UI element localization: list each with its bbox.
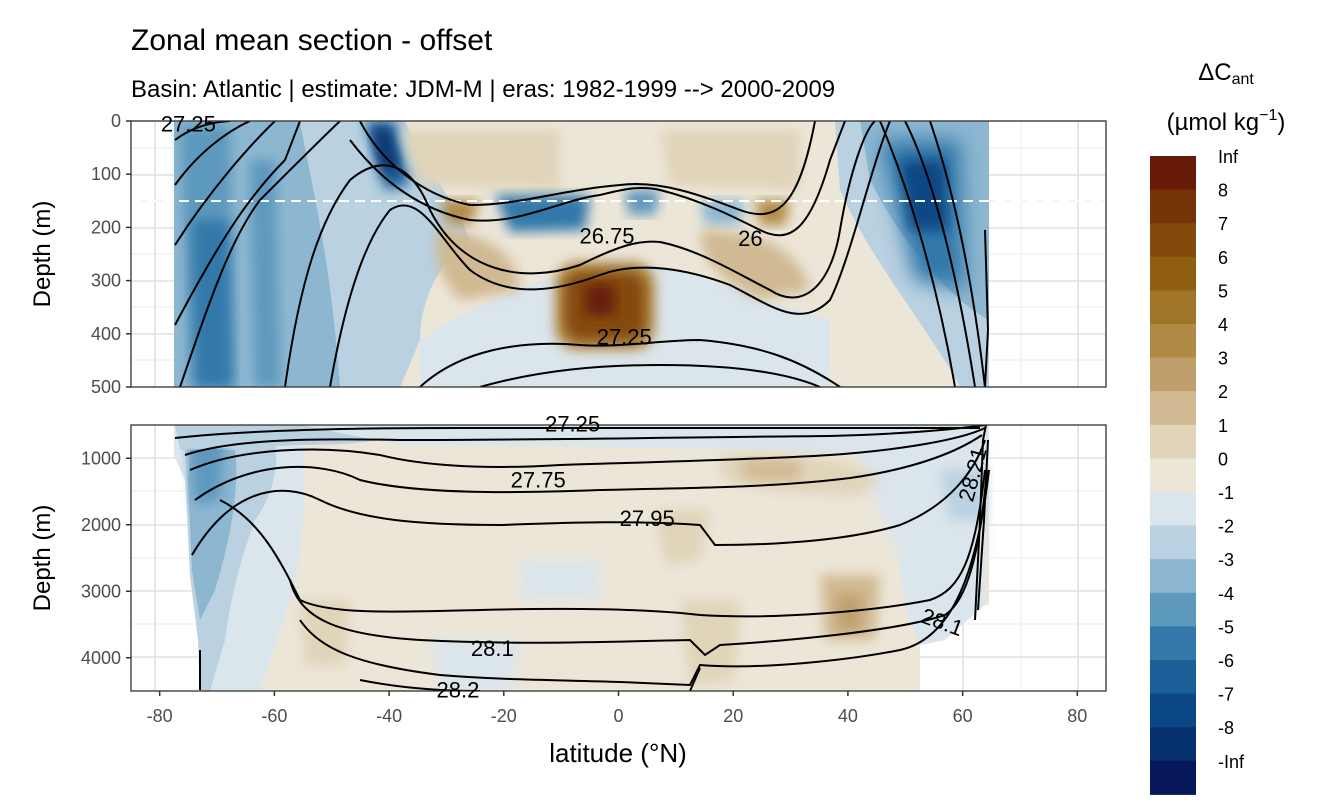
legend-label-8: 1	[1218, 416, 1228, 436]
legend-key-7	[1150, 391, 1196, 426]
legend-label-0: Inf	[1218, 147, 1239, 167]
chart-title: Zonal mean section - offset	[131, 24, 493, 57]
legend-label-2: 7	[1218, 214, 1228, 234]
legend-key-18	[1150, 760, 1196, 795]
legend-key-3	[1150, 256, 1196, 291]
colorbar-legend: ΔCant (µmol kg−1) Inf 8 7 6 5 4 3 2 1 0 -1 -2 -3 -4 -5…	[1150, 59, 1285, 795]
contour-label-lower-0: 27.25	[545, 412, 600, 437]
contour-label-upper-2: 26	[738, 226, 762, 251]
legend-key-10	[1150, 492, 1196, 527]
chart-subtitle: Basin: Atlantic | estimate: JDM-M | eras…	[131, 76, 836, 103]
legend-label-13: -4	[1218, 584, 1234, 604]
y-tick-label-upper-1: 100	[91, 164, 121, 184]
legend-key-17	[1150, 727, 1196, 762]
x-tick-label-2: -40	[376, 706, 402, 726]
lower-panel	[130, 424, 1107, 692]
legend-key-6	[1150, 357, 1196, 392]
contour-label-upper-0: 27.25	[161, 112, 216, 137]
contour-label-lower-3: 28.1	[471, 636, 514, 661]
legend-label-15: -6	[1218, 651, 1234, 671]
legend-key-4	[1150, 290, 1196, 325]
legend-label-14: -5	[1218, 617, 1234, 637]
legend-label-5: 4	[1218, 315, 1228, 335]
legend-key-0	[1150, 156, 1196, 191]
y-tick-label-upper-5: 500	[91, 377, 121, 397]
legend-key-16	[1150, 693, 1196, 728]
x-tick-label-4: 0	[613, 706, 623, 726]
y-tick-label-upper-3: 300	[91, 271, 121, 291]
legend-key-15	[1150, 660, 1196, 695]
contour-label-upper-1: 26.75	[579, 223, 634, 248]
contour-label-lower-1: 27.75	[511, 468, 566, 493]
x-tick-label-1: -60	[261, 706, 287, 726]
y-tick-label-upper-4: 400	[91, 324, 121, 344]
legend-key-12	[1150, 559, 1196, 594]
contour-labels: 27.25 26.75 26 27.25 27.25 27.75 27.95 28.1 28.2…	[161, 112, 992, 703]
x-tick-label-6: 40	[838, 706, 858, 726]
legend-key-5	[1150, 324, 1196, 359]
x-tick-label-3: -20	[491, 706, 517, 726]
x-axis-title: latitude (°N)	[549, 738, 687, 768]
legend-key-2	[1150, 223, 1196, 258]
legend-label-16: -7	[1218, 685, 1234, 705]
y-tick-label-upper-0: 0	[111, 111, 121, 131]
legend-title: ΔCant	[1198, 59, 1254, 88]
legend-key-9	[1150, 458, 1196, 493]
legend-key-11	[1150, 525, 1196, 560]
legend-label-10: -1	[1218, 483, 1234, 503]
y-axis-title-lower: Depth (m)	[29, 505, 56, 612]
legend-label-6: 3	[1218, 349, 1228, 369]
legend-label-11: -2	[1218, 517, 1234, 537]
contour-label-lower-4: 28.2	[436, 678, 479, 703]
x-tick-label-0: -80	[147, 706, 173, 726]
legend-label-7: 2	[1218, 382, 1228, 402]
x-tick-label-7: 60	[953, 706, 973, 726]
legend-key-14	[1150, 626, 1196, 661]
upper-field	[131, 121, 1106, 387]
upper-isopycnals	[174, 121, 990, 387]
y-tick-label-upper-2: 200	[91, 217, 121, 237]
y-tick-label-lower-0: 1000	[81, 448, 121, 468]
lower-field	[174, 425, 990, 691]
legend-label-18: -Inf	[1218, 752, 1245, 772]
contour-label-upper-3: 27.25	[597, 324, 652, 349]
x-tick-label-8: 80	[1067, 706, 1087, 726]
legend-key-1	[1150, 189, 1196, 224]
legend-label-4: 5	[1218, 281, 1228, 301]
legend-label-3: 6	[1218, 248, 1228, 268]
y-tick-label-lower-3: 4000	[81, 648, 121, 668]
legend-units: (µmol kg−1)	[1167, 107, 1286, 136]
lower-isopycnals	[174, 425, 990, 691]
y-tick-label-lower-1: 2000	[81, 515, 121, 535]
y-tick-label-lower-2: 3000	[81, 581, 121, 601]
legend-label-9: 0	[1218, 449, 1228, 469]
contour-label-lower-2: 27.95	[620, 506, 675, 531]
legend-label-1: 8	[1218, 181, 1228, 201]
y-axis-title-upper: Depth (m)	[29, 201, 56, 308]
legend-label-12: -3	[1218, 550, 1234, 570]
legend-key-8	[1150, 424, 1196, 459]
legend-label-17: -8	[1218, 718, 1234, 738]
x-tick-label-5: 20	[723, 706, 743, 726]
upper-panel	[130, 120, 1107, 388]
legend-key-13	[1150, 592, 1196, 627]
